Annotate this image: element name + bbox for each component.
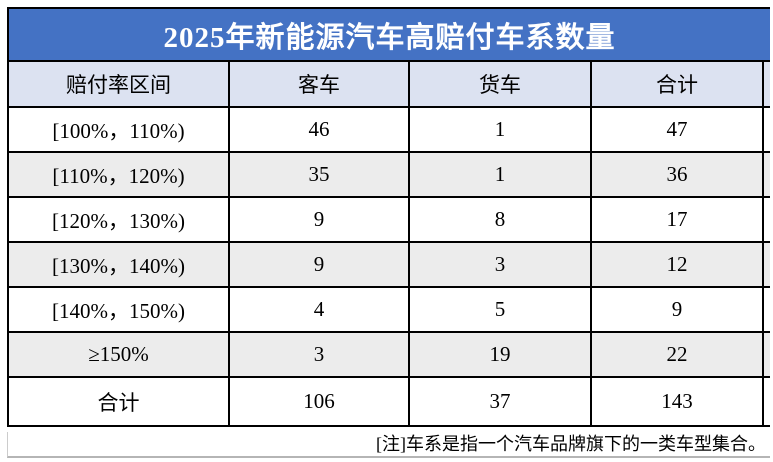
value-cell: 35 [230,151,410,196]
edge-sliver-cell [764,286,770,331]
value-cell: 36 [592,151,764,196]
table-header-row: 赔付率区间 客车 货车 合计 [9,62,770,106]
table-row: [100%，110%) 46 1 47 [9,106,770,151]
edge-sliver-cell [764,106,770,151]
value-cell: 47 [592,106,764,151]
value-cell: 3 [230,331,410,376]
row-label-cell: [120%，130%) [9,196,230,241]
edge-sliver-cell [764,241,770,286]
column-header: 货车 [410,62,592,106]
value-cell: 5 [410,286,592,331]
value-cell: 46 [230,106,410,151]
table-title: 2025年新能源汽车高赔付车系数量 [9,9,770,62]
row-label-cell: ≥150% [9,331,230,376]
edge-sliver-cell [764,376,770,425]
row-label-cell: [130%，140%) [9,241,230,286]
value-cell: 4 [230,286,410,331]
value-cell: 9 [592,286,764,331]
column-header: 客车 [230,62,410,106]
edge-sliver-cell [764,62,770,106]
row-label-cell: [110%，120%) [9,151,230,196]
row-label-cell: 合计 [9,376,230,425]
table-row: 合计 106 37 143 [9,376,770,425]
value-cell: 8 [410,196,592,241]
row-label-cell: [140%，150%) [9,286,230,331]
table-row: ≥150% 3 19 22 [9,331,770,376]
table-row: [130%，140%) 9 3 12 [9,241,770,286]
value-cell: 3 [410,241,592,286]
claims-table: 2025年新能源汽车高赔付车系数量 赔付率区间 客车 货车 合计 [100%，110%… [7,7,770,427]
edge-sliver-cell [764,196,770,241]
value-cell: 106 [230,376,410,425]
value-cell: 143 [592,376,764,425]
edge-sliver-cell [764,151,770,196]
value-cell: 17 [592,196,764,241]
value-cell: 9 [230,196,410,241]
table-row: [140%，150%) 4 5 9 [9,286,770,331]
edge-sliver-cell [764,331,770,376]
value-cell: 37 [410,376,592,425]
column-header: 合计 [592,62,764,106]
value-cell: 22 [592,331,764,376]
value-cell: 9 [230,241,410,286]
table-body: [100%，110%) 46 1 47 [110%，120%) 35 1 36 [120%，13… [9,106,770,425]
value-cell: 1 [410,151,592,196]
value-cell: 12 [592,241,764,286]
value-cell: 1 [410,106,592,151]
value-cell: 19 [410,331,592,376]
table-row: [120%，130%) 9 8 17 [9,196,770,241]
footnote: [注]车系是指一个汽车品牌旗下的一类车型集合。 [7,432,770,458]
table-row: [110%，120%) 35 1 36 [9,151,770,196]
row-label-cell: [100%，110%) [9,106,230,151]
column-header: 赔付率区间 [9,62,230,106]
